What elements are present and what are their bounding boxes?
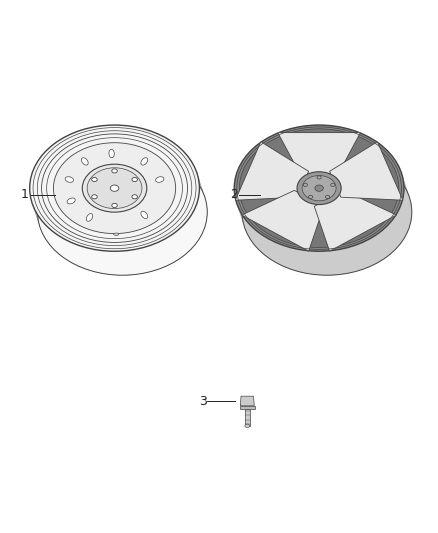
Polygon shape bbox=[235, 142, 309, 200]
Ellipse shape bbox=[112, 204, 117, 207]
Ellipse shape bbox=[92, 177, 97, 182]
Ellipse shape bbox=[302, 175, 336, 201]
Polygon shape bbox=[314, 190, 396, 251]
Ellipse shape bbox=[297, 172, 341, 205]
Bar bbox=[245, 409, 250, 426]
Ellipse shape bbox=[155, 177, 164, 182]
Ellipse shape bbox=[82, 164, 147, 212]
Polygon shape bbox=[330, 142, 403, 200]
Text: 2: 2 bbox=[230, 188, 238, 201]
Ellipse shape bbox=[109, 149, 114, 158]
Ellipse shape bbox=[110, 185, 119, 191]
Ellipse shape bbox=[30, 125, 199, 251]
Ellipse shape bbox=[132, 177, 138, 182]
Bar bbox=[240, 406, 255, 409]
Polygon shape bbox=[242, 190, 324, 251]
Ellipse shape bbox=[141, 211, 148, 219]
Polygon shape bbox=[278, 133, 360, 175]
Ellipse shape bbox=[86, 214, 93, 221]
Ellipse shape bbox=[65, 177, 74, 182]
Ellipse shape bbox=[53, 143, 176, 233]
Ellipse shape bbox=[92, 195, 97, 199]
Ellipse shape bbox=[315, 185, 323, 191]
Polygon shape bbox=[240, 396, 254, 406]
Ellipse shape bbox=[308, 195, 313, 198]
Ellipse shape bbox=[141, 158, 148, 165]
Ellipse shape bbox=[112, 169, 117, 173]
Ellipse shape bbox=[114, 233, 119, 236]
Ellipse shape bbox=[38, 149, 207, 275]
Ellipse shape bbox=[81, 158, 88, 165]
Ellipse shape bbox=[245, 424, 250, 427]
Text: 1: 1 bbox=[21, 188, 29, 201]
Ellipse shape bbox=[234, 125, 404, 251]
Ellipse shape bbox=[67, 198, 75, 204]
Ellipse shape bbox=[303, 183, 307, 187]
Ellipse shape bbox=[87, 168, 142, 208]
Ellipse shape bbox=[242, 149, 412, 275]
Ellipse shape bbox=[317, 176, 321, 179]
Ellipse shape bbox=[331, 183, 335, 187]
Text: 3: 3 bbox=[199, 395, 207, 408]
Ellipse shape bbox=[239, 129, 399, 247]
Ellipse shape bbox=[132, 195, 138, 199]
Ellipse shape bbox=[325, 195, 330, 198]
